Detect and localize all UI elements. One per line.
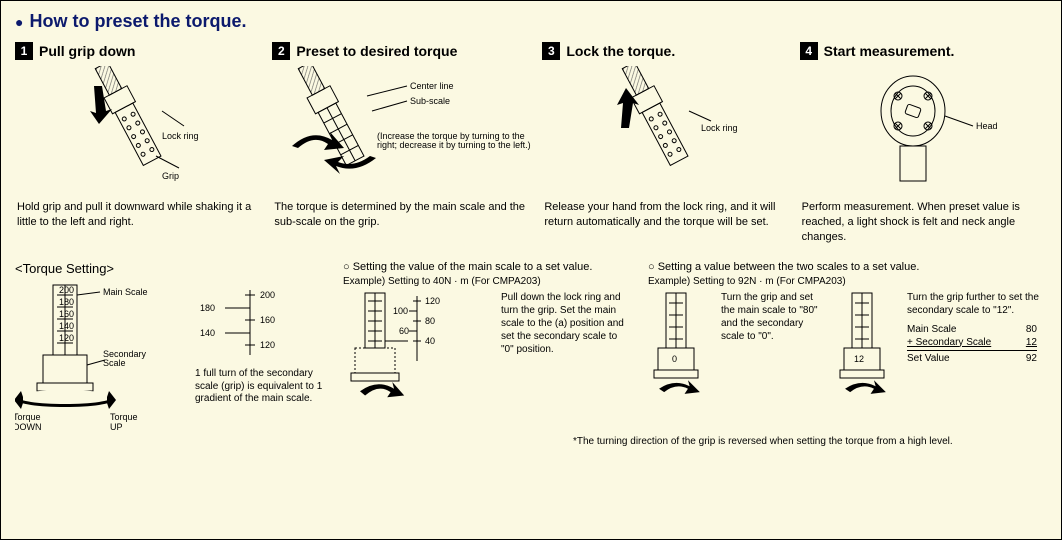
step-2-diagram: Center line Sub-scale (Increase the torq…	[272, 66, 532, 196]
instruction-panel: How to preset the torque. 1 Pull grip do…	[0, 0, 1062, 540]
example-b: ○ Setting a value between the two scales…	[648, 261, 1047, 445]
step-3: 3 Lock the torque.	[542, 42, 789, 245]
step-3-diagram: Lock ring	[542, 66, 789, 196]
svg-text:200: 200	[59, 285, 74, 295]
svg-text:120: 120	[260, 340, 275, 350]
steps-row: 1 Pull grip down	[15, 42, 1047, 245]
example-b-title: ○ Setting a value between the two scales…	[648, 261, 1047, 273]
label-step2-note: (Increase the torque by turning to theri…	[377, 131, 531, 150]
example-b-text-left: Turn the grip and set the main scale to …	[721, 291, 826, 343]
step-1-caption: Hold grip and pull it downward while sha…	[15, 200, 262, 230]
step-4-diagram: Head	[800, 66, 1047, 196]
step-2-title: Preset to desired torque	[296, 43, 457, 59]
label-head: Head	[976, 121, 998, 131]
label-main-scale: Main Scale	[103, 287, 148, 297]
lower-section: <Torque Setting> 200 180 160 140 120 Mai…	[15, 261, 1047, 445]
label-subscale: Sub-scale	[410, 96, 450, 106]
step-badge-1: 1	[15, 42, 33, 60]
calculation-block: Main Scale80 + Secondary Scale12 Set Val…	[907, 323, 1047, 365]
step-badge-4: 4	[800, 42, 818, 60]
example-a-title: ○ Setting the value of the main scale to…	[343, 261, 628, 273]
svg-text:60: 60	[399, 326, 409, 336]
step-3-title: Lock the torque.	[566, 43, 675, 59]
example-a-text: Pull down the lock ring and turn the gri…	[501, 291, 628, 356]
example-a: ○ Setting the value of the main scale to…	[343, 261, 628, 445]
label-lock-ring: Lock ring	[162, 131, 199, 141]
example-b-sub: Example) Setting to 92N · m (For CMPA203…	[648, 276, 1047, 287]
svg-text:140: 140	[59, 321, 74, 331]
label-secondary-scale: SecondaryScale	[103, 349, 147, 368]
label-grip: Grip	[162, 171, 179, 181]
svg-text:180: 180	[59, 297, 74, 307]
svg-text:100: 100	[393, 306, 408, 316]
label-center-line: Center line	[410, 81, 454, 91]
label-lock-ring-3: Lock ring	[701, 123, 738, 133]
svg-text:0: 0	[672, 354, 677, 364]
svg-text:120: 120	[59, 333, 74, 343]
example-b-text-right: Turn the grip further to set the seconda…	[907, 291, 1047, 317]
step-4: 4 Start measurement. Head Perform meas	[800, 42, 1047, 245]
page-title: How to preset the torque.	[15, 11, 1047, 32]
examples-block: ○ Setting the value of the main scale to…	[343, 261, 1047, 445]
step-2-caption: The torque is determined by the main sca…	[272, 200, 532, 230]
svg-text:180: 180	[200, 303, 215, 313]
step-4-caption: Perform measurement. When preset value i…	[800, 200, 1047, 245]
svg-text:140: 140	[200, 328, 215, 338]
example-a-sub: Example) Setting to 40N · m (For CMPA203…	[343, 276, 628, 287]
step-badge-3: 3	[542, 42, 560, 60]
svg-text:80: 80	[425, 316, 435, 326]
step-2: 2 Preset to desired torque	[272, 42, 532, 245]
footnote: *The turning direction of the grip is re…	[573, 436, 953, 449]
step-4-title: Start measurement.	[824, 43, 955, 59]
svg-text:120: 120	[425, 296, 440, 306]
torque-setting-note: 1 full turn of the secondary scale (grip…	[195, 368, 325, 406]
torque-setting-block: <Torque Setting> 200 180 160 140 120 Mai…	[15, 261, 335, 445]
svg-text:12: 12	[854, 354, 864, 364]
step-1-diagram: Lock ring Grip	[15, 66, 262, 196]
svg-text:160: 160	[260, 315, 275, 325]
torque-setting-title: <Torque Setting>	[15, 261, 335, 276]
svg-text:TorqueUP: TorqueUP	[110, 412, 138, 432]
svg-text:200: 200	[260, 290, 275, 300]
svg-text:160: 160	[59, 309, 74, 319]
step-badge-2: 2	[272, 42, 290, 60]
step-1: 1 Pull grip down	[15, 42, 262, 245]
svg-text:TorqueDOWN: TorqueDOWN	[15, 412, 42, 432]
step-1-title: Pull grip down	[39, 43, 135, 59]
step-3-caption: Release your hand from the lock ring, an…	[542, 200, 789, 230]
svg-text:40: 40	[425, 336, 435, 346]
